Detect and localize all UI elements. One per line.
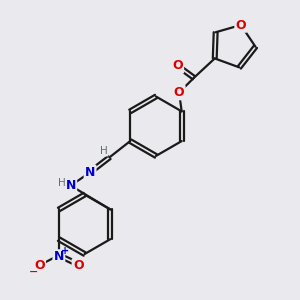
Text: O: O (236, 19, 246, 32)
Text: O: O (172, 59, 183, 72)
Text: −: − (29, 267, 38, 277)
Text: N: N (66, 179, 76, 192)
Text: +: + (61, 246, 70, 256)
Text: H: H (58, 178, 66, 188)
Text: O: O (34, 260, 45, 272)
Text: O: O (73, 260, 83, 272)
Text: N: N (54, 250, 64, 263)
Text: H: H (100, 146, 108, 156)
Text: O: O (174, 86, 184, 99)
Text: N: N (85, 166, 95, 179)
